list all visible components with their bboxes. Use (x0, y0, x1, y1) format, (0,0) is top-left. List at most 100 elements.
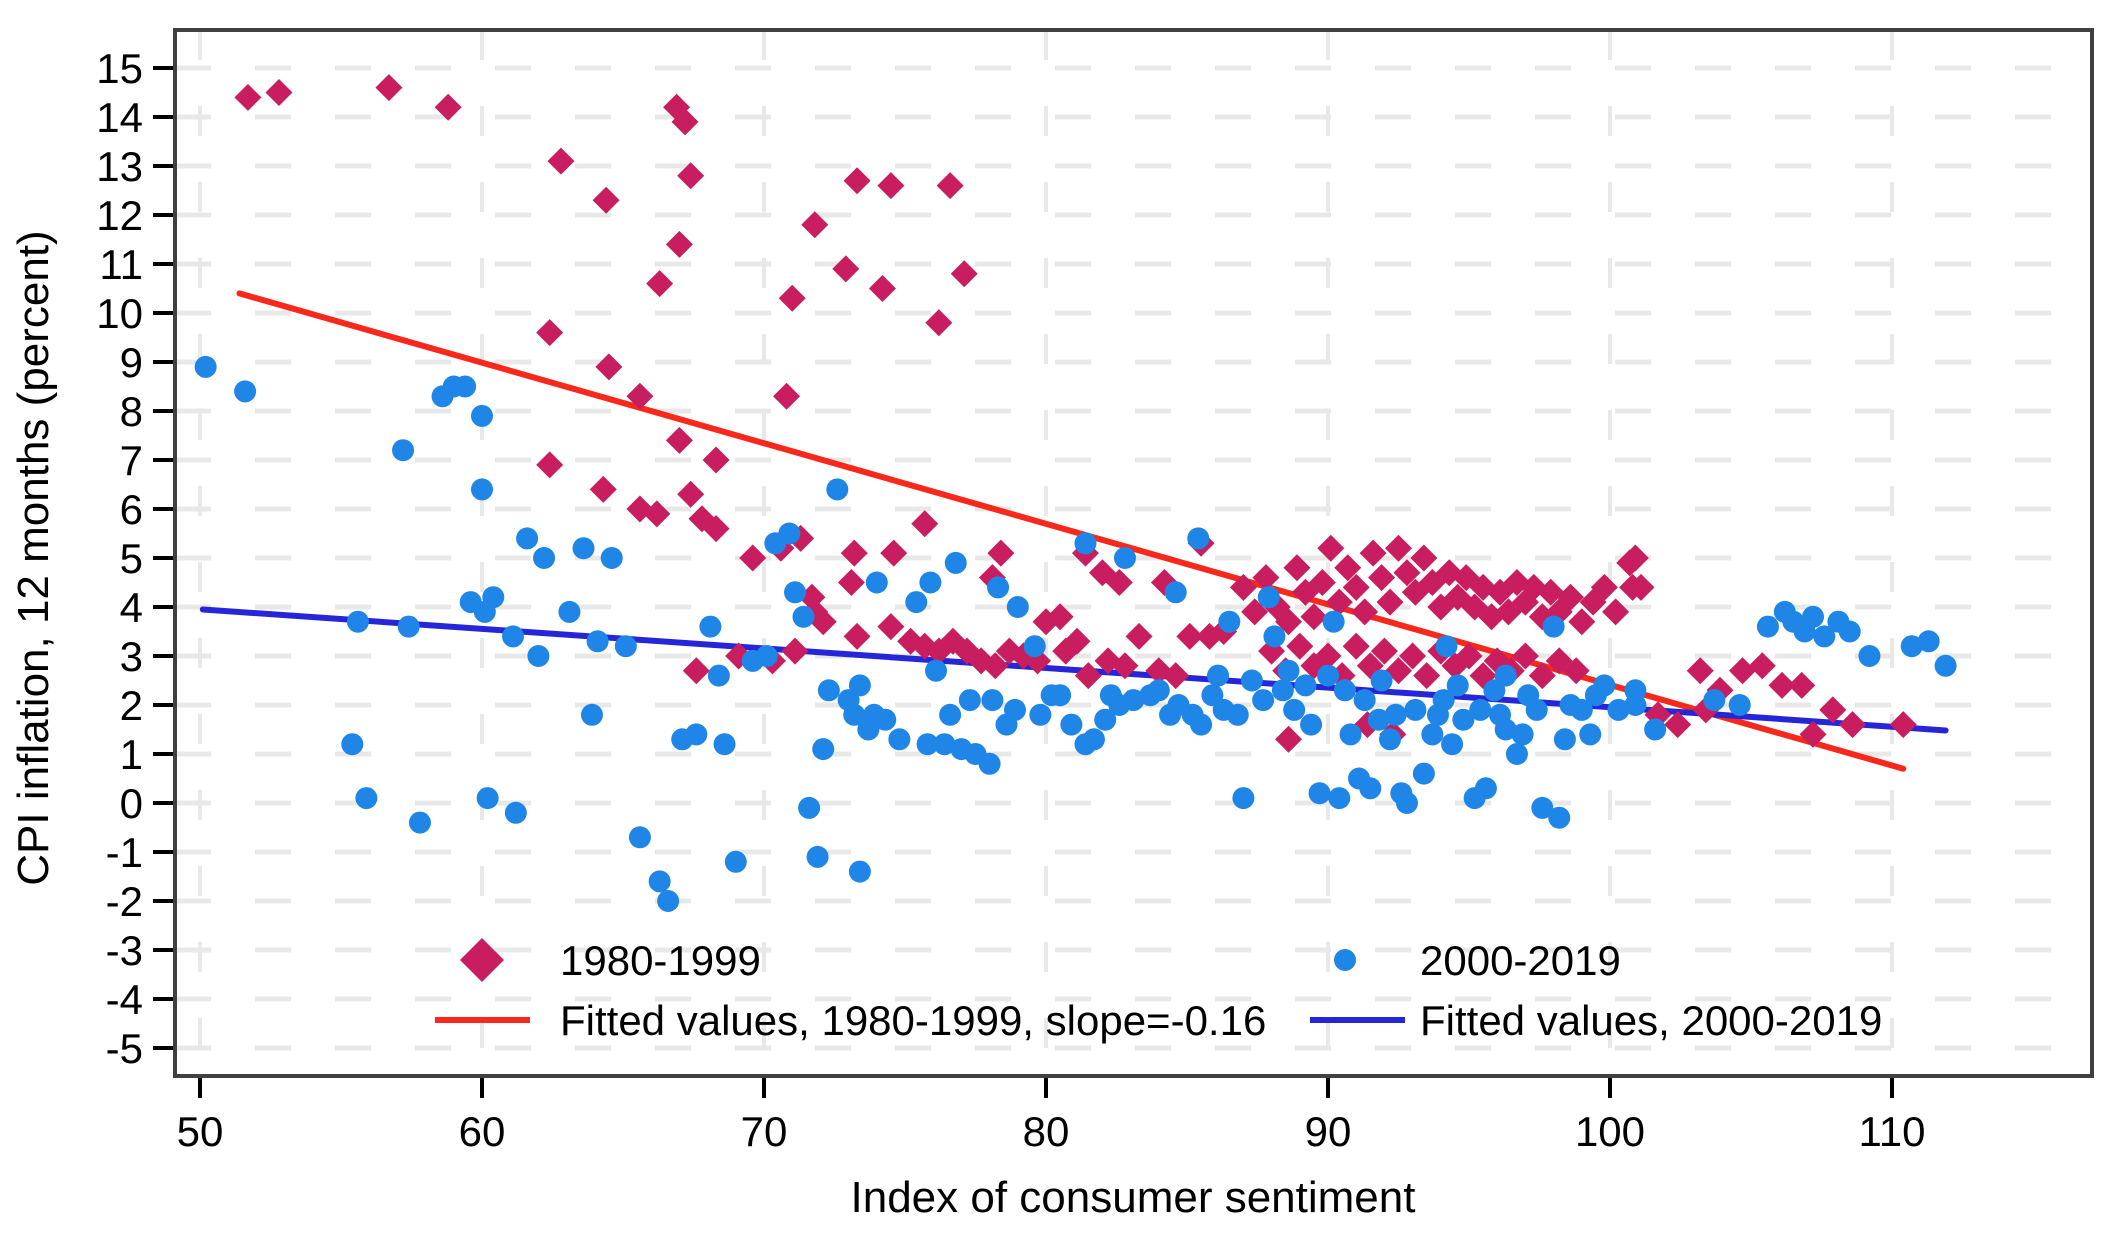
scatter-point-circle (1164, 581, 1187, 604)
scatter-point-circle (1190, 713, 1213, 736)
y-tick-label: 1 (120, 731, 143, 778)
scatter-point-diamond (1229, 573, 1257, 601)
scatter-point-diamond (1111, 652, 1139, 680)
scatter-point-circle (1934, 654, 1957, 677)
scatter-point-circle (1252, 689, 1275, 712)
scatter-point-circle (234, 380, 257, 403)
y-tick-label: 12 (96, 192, 143, 239)
scatter-point-diamond (1325, 588, 1353, 616)
y-tick-label: 6 (120, 486, 143, 533)
scatter-point-circle (504, 801, 527, 824)
scatter-point-circle (1367, 708, 1390, 731)
scatter-point-circle (1294, 674, 1317, 697)
scatter-point-circle (724, 850, 747, 873)
scatter-point-circle (657, 890, 680, 912)
y-tick-label: 14 (96, 94, 143, 141)
scatter-point-circle (1003, 698, 1026, 721)
y-tick-label: 9 (120, 339, 143, 386)
scatter-point-circle (987, 576, 1010, 599)
scatter-point-circle (699, 615, 722, 638)
scatter-point-diamond (1537, 578, 1565, 606)
scatter-point-circle (1917, 630, 1940, 653)
scatter-point-diamond (1252, 564, 1280, 592)
scatter-point-circle (397, 615, 420, 638)
scatter-point-diamond (1664, 711, 1692, 739)
scatter-point-diamond (1300, 603, 1328, 631)
scatter-point-circle (355, 787, 378, 810)
x-tick-label: 110 (1859, 1108, 1926, 1155)
scatter-point-circle (1322, 610, 1345, 633)
scatter-point-diamond (877, 613, 905, 641)
scatter-point-circle (1263, 625, 1286, 648)
scatter-point-diamond (843, 622, 871, 650)
scatter-point-circle (1607, 698, 1630, 721)
scatter-point-diamond (1376, 588, 1404, 616)
scatter-point-circle (600, 547, 623, 569)
scatter-point-diamond (1308, 569, 1336, 596)
scatter-point-circle (1122, 689, 1145, 712)
y-tick-label: 0 (120, 780, 143, 827)
scatter-point-diamond (778, 284, 806, 312)
scatter-point-diamond (1602, 598, 1630, 626)
scatter-point-circle (1548, 806, 1571, 829)
scatter-point-diamond (1334, 554, 1362, 582)
scatter-point-circle (580, 703, 603, 726)
scatter-point-circle (586, 630, 609, 653)
scatter-point-circle (341, 733, 364, 756)
y-tick-label: 2 (120, 682, 143, 729)
scatter-point-diamond (1839, 711, 1867, 739)
scatter-point-diamond (773, 382, 801, 410)
scatter-point-circle (848, 860, 871, 883)
scatter-point-diamond (1359, 539, 1387, 567)
scatter-point-diamond (1590, 573, 1618, 601)
scatter-point-circle (1802, 605, 1825, 628)
y-tick-label: -4 (106, 976, 143, 1023)
scatter-point-circle (1452, 708, 1475, 731)
scatter-point-diamond (911, 510, 939, 538)
scatter-point-circle (628, 826, 651, 849)
scatter-point-circle (1813, 625, 1836, 648)
scatter-point-diamond (1788, 671, 1816, 699)
y-axis-title: CPI inflation, 12 months (percent) (9, 230, 58, 885)
scatter-point-diamond (1275, 725, 1303, 753)
scatter-point-circle (1542, 615, 1565, 638)
y-tick-label: -5 (106, 1025, 143, 1072)
scatter-point-circle (533, 547, 556, 569)
scatter-point-diamond (1729, 657, 1757, 685)
scatter-point-circle (614, 635, 637, 658)
scatter-point-diamond (595, 353, 623, 381)
scatter-point-circle (933, 733, 956, 756)
scatter-point-circle (1333, 679, 1356, 702)
scatter-point-circle (1728, 694, 1751, 716)
scatter-point-diamond (739, 544, 767, 572)
scatter-point-circle (527, 645, 550, 667)
scatter-point-diamond (781, 637, 809, 665)
scatter-point-diamond (1393, 559, 1421, 587)
scatter-point-circle (476, 787, 499, 810)
scatter-point-diamond (1889, 711, 1917, 739)
scatter-point-circle (1900, 635, 1923, 658)
scatter-point-diamond (1413, 662, 1441, 690)
scatter-point-circle (806, 845, 829, 868)
scatter-point-circle (1049, 684, 1072, 707)
scatter-point-diamond (592, 186, 620, 214)
scatter-point-circle (812, 738, 835, 761)
plot-frame (173, 28, 2094, 1078)
scatter-point-diamond (1342, 632, 1370, 660)
scatter-point-circle (1277, 659, 1300, 682)
scatter-point-circle (1226, 703, 1249, 726)
scatter-point-circle (1624, 679, 1647, 702)
scatter-point-diamond (868, 275, 896, 302)
scatter-point-circle (1421, 723, 1444, 746)
scatter-point-diamond (1368, 564, 1396, 592)
scatter-point-diamond (877, 172, 905, 200)
y-tick-label: 3 (120, 633, 143, 680)
scatter-point-diamond (880, 539, 908, 567)
scatter-point-diamond (1176, 622, 1204, 650)
y-tick-label: 4 (120, 584, 143, 631)
scatter-point-diamond (702, 515, 730, 543)
scatter-point-diamond (589, 475, 617, 503)
scatter-point-circle (346, 610, 369, 633)
